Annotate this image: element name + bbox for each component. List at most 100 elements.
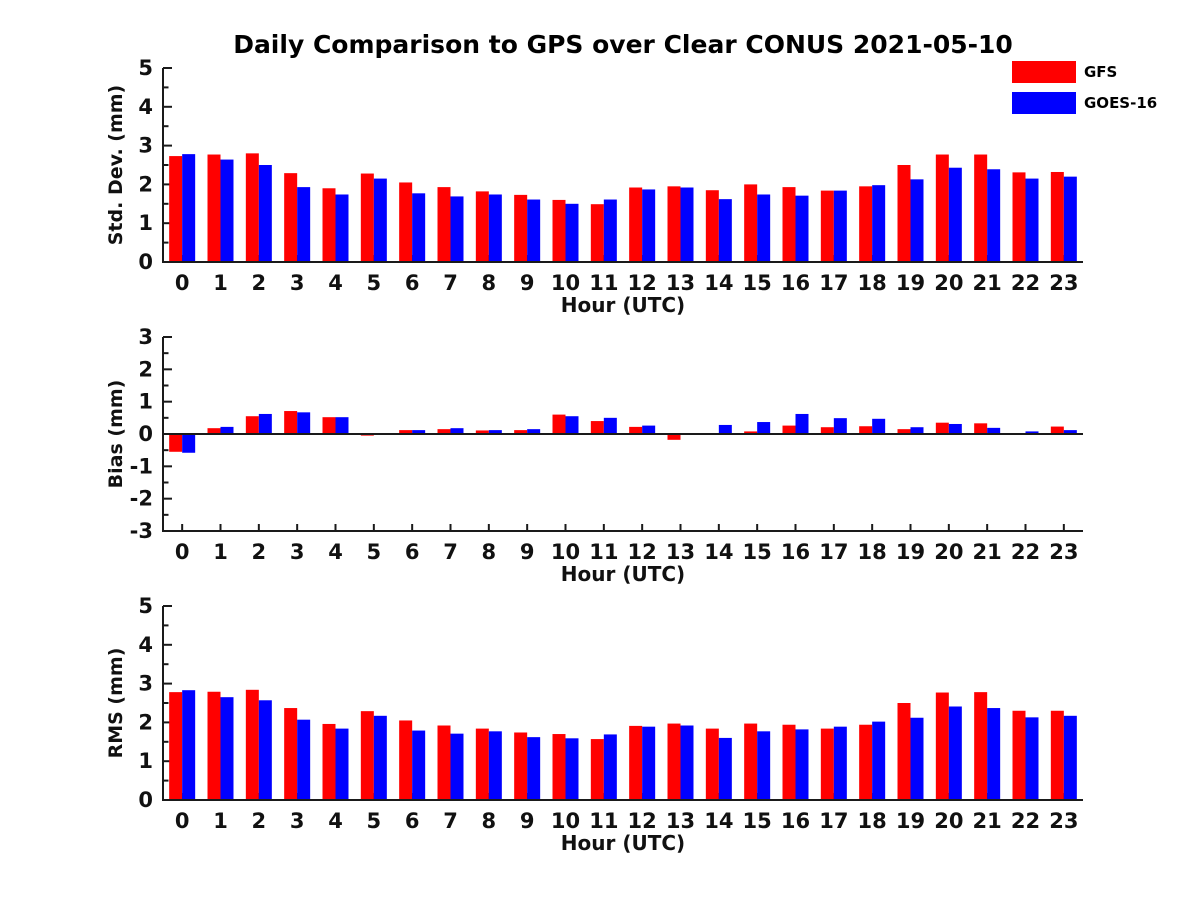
- rms-goes16-bar-5: [373, 715, 387, 800]
- rms-x-tick-label: 16: [781, 809, 810, 833]
- bias-gfs-bar-7: [437, 429, 451, 434]
- rms-gfs-bar-14: [705, 728, 719, 800]
- std-dev-gfs-bar-8: [475, 191, 489, 262]
- std-dev-gfs-bar-23: [1050, 171, 1064, 262]
- std-dev-goes16-bar-19: [910, 179, 924, 262]
- std-dev-goes16-bar-3: [297, 187, 311, 262]
- rms-goes16-bar-2: [258, 700, 272, 800]
- std-dev-goes16-bar-14: [718, 199, 732, 262]
- bias-y-tick-label: 2: [138, 357, 153, 381]
- bias-x-tick-label: 22: [1011, 540, 1040, 564]
- rms-x-tick-label: 7: [443, 809, 458, 833]
- bias-goes16-bar-1: [220, 426, 234, 434]
- bias-x-tick-label: 5: [367, 540, 382, 564]
- std-dev-x-tick-label: 7: [443, 271, 458, 295]
- rms-x-tick-label: 15: [743, 809, 772, 833]
- std-dev-goes16-bar-11: [603, 199, 617, 262]
- std-dev-x-tick-label: 18: [858, 271, 887, 295]
- bias-goes16-bar-12: [642, 425, 656, 434]
- bias-gfs-bar-15: [744, 431, 758, 434]
- bias-gfs-bar-17: [820, 427, 834, 434]
- bias-goes16-bar-3: [297, 412, 311, 434]
- std-dev-goes16-bar-7: [450, 196, 464, 262]
- std-dev-y-axis-title: Std. Dev. (mm): [105, 85, 127, 246]
- rms-gfs-bar-8: [475, 728, 489, 800]
- bias-x-tick-label: 2: [252, 540, 267, 564]
- std-dev-gfs-bar-12: [629, 187, 643, 262]
- rms-y-tick-label: 5: [138, 594, 153, 618]
- legend-item-gfs: GFS: [1012, 61, 1157, 83]
- rms-x-tick-label: 8: [482, 809, 497, 833]
- bias-goes16-bar-11: [603, 417, 617, 434]
- rms-gfs-bar-12: [629, 725, 643, 800]
- std-dev-gfs-bar-9: [514, 194, 528, 262]
- rms-gfs-bar-0: [169, 692, 183, 800]
- bias-x-tick-label: 14: [704, 540, 733, 564]
- rms-x-tick-label: 12: [628, 809, 657, 833]
- std-dev-goes16-bar-18: [872, 185, 886, 262]
- std-dev-gfs-bar-10: [552, 199, 566, 262]
- rms-x-tick-label: 6: [405, 809, 420, 833]
- rms-x-tick-label: 18: [858, 809, 887, 833]
- rms-goes16-bar-23: [1063, 715, 1077, 800]
- bias-x-axis-title: Hour (UTC): [561, 562, 685, 586]
- std-dev-gfs-bar-16: [782, 187, 796, 262]
- std-dev-goes16-bar-8: [488, 194, 502, 262]
- rms-gfs-bar-6: [399, 720, 413, 800]
- bias-x-tick-label: 10: [551, 540, 580, 564]
- rms-gfs-bar-19: [897, 703, 911, 800]
- std-dev-goes16-bar-13: [680, 187, 694, 262]
- rms-x-tick-label: 4: [328, 809, 343, 833]
- std-dev-gfs-bar-7: [437, 187, 451, 262]
- rms-gfs-bar-20: [935, 692, 949, 800]
- std-dev-x-tick-label: 12: [628, 271, 657, 295]
- bias-x-tick-label: 3: [290, 540, 305, 564]
- rms-x-tick-label: 13: [666, 809, 695, 833]
- std-dev-goes16-bar-9: [527, 199, 541, 262]
- legend-label-goes16: GOES-16: [1084, 94, 1158, 112]
- std-dev-goes16-bar-5: [373, 178, 387, 262]
- bias-x-tick-label: 13: [666, 540, 695, 564]
- rms-goes16-bar-10: [565, 738, 579, 800]
- bias-y-tick-label: 3: [138, 325, 153, 349]
- std-dev-x-tick-label: 6: [405, 271, 420, 295]
- std-dev-gfs-bar-20: [935, 154, 949, 262]
- bias-gfs-bar-19: [897, 429, 911, 434]
- rms-gfs-bar-13: [667, 723, 681, 800]
- rms-gfs-bar-16: [782, 724, 796, 800]
- std-dev-gfs-bar-21: [974, 154, 988, 262]
- std-dev-goes16-bar-15: [757, 194, 771, 262]
- std-dev-goes16-bar-23: [1063, 176, 1077, 262]
- bias-goes16-bar-8: [488, 430, 502, 434]
- std-dev-goes16-bar-20: [948, 167, 962, 262]
- rms-goes16-bar-16: [795, 729, 809, 800]
- rms-y-tick-label: 3: [138, 672, 153, 696]
- rms-x-tick-label: 9: [520, 809, 535, 833]
- std-dev-gfs-bar-19: [897, 165, 911, 262]
- bias-gfs-bar-4: [322, 417, 336, 434]
- bias-goes16-bar-20: [948, 423, 962, 434]
- legend-swatch-gfs: [1012, 61, 1076, 83]
- std-dev-goes16-bar-10: [565, 203, 579, 262]
- std-dev-goes16-bar-4: [335, 194, 349, 262]
- bias-gfs-bar-21: [974, 423, 988, 434]
- bias-goes16-bar-16: [795, 413, 809, 434]
- bias-gfs-bar-3: [284, 411, 298, 434]
- bias-gfs-bar-16: [782, 425, 796, 434]
- legend: GFS GOES-16: [1012, 61, 1157, 123]
- rms-goes16-bar-11: [603, 734, 617, 800]
- rms-goes16-bar-6: [412, 730, 426, 800]
- rms-goes16-bar-18: [872, 721, 886, 800]
- bias-goes16-bar-14: [718, 424, 732, 434]
- std-dev-x-tick-label: 9: [520, 271, 535, 295]
- std-dev-x-tick-label: 4: [328, 271, 343, 295]
- std-dev-gfs-bar-2: [245, 153, 259, 262]
- rms-goes16-bar-1: [220, 697, 234, 800]
- bias-x-tick-label: 0: [175, 540, 190, 564]
- rms-y-tick-label: 4: [138, 633, 153, 657]
- std-dev-y-tick-label: 2: [138, 172, 153, 196]
- std-dev-x-tick-label: 20: [934, 271, 963, 295]
- bias-goes16-bar-9: [527, 429, 541, 434]
- rms-gfs-bar-3: [284, 708, 298, 800]
